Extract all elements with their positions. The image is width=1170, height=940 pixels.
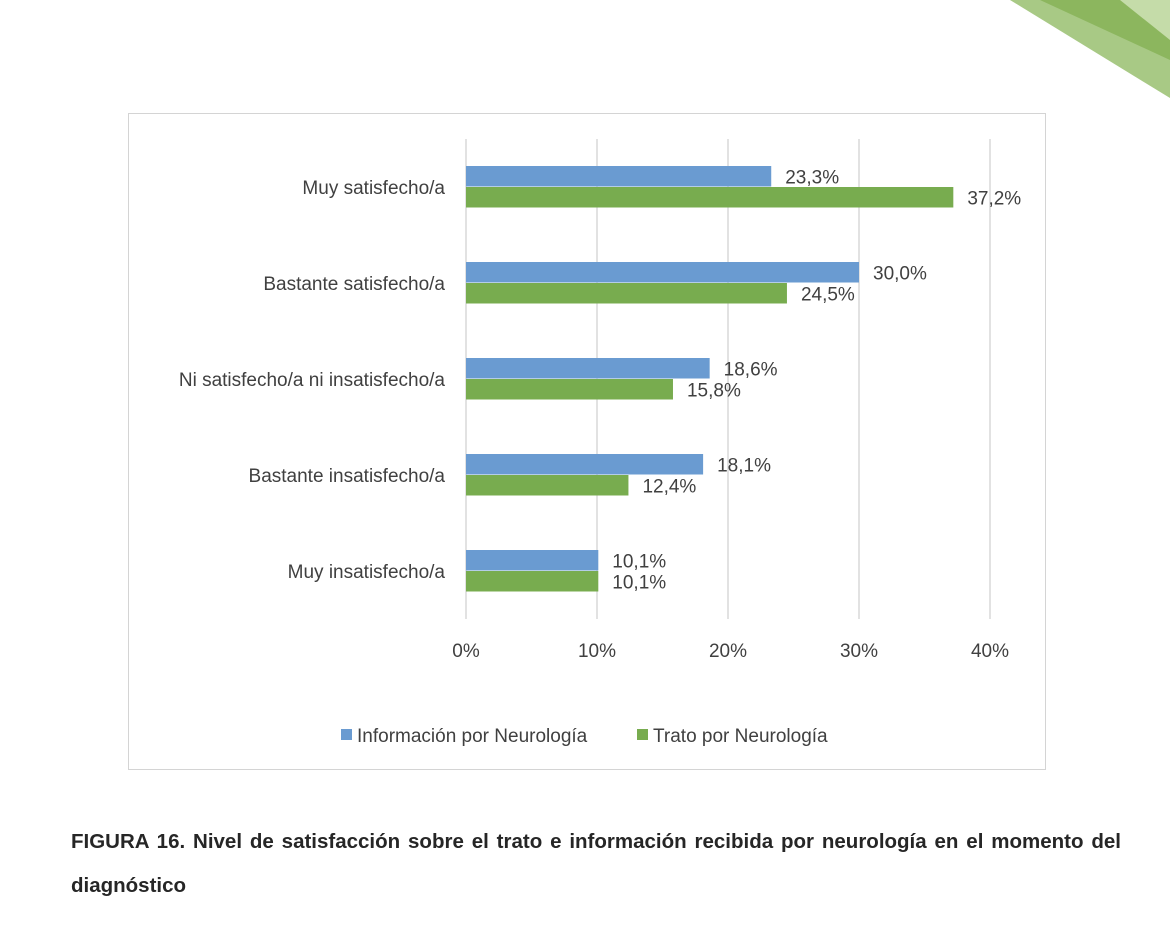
bar	[466, 187, 954, 208]
bar	[466, 283, 787, 304]
bars	[466, 166, 954, 592]
legend-label: Información por Neurología	[357, 726, 588, 747]
bar	[466, 166, 772, 187]
bar-chart: Muy satisfecho/a Bastante satisfecho/a Ni …	[179, 139, 1021, 747]
data-label: 37,2%	[967, 189, 1021, 210]
bar	[466, 262, 859, 283]
legend-label: Trato por Neurología	[653, 726, 828, 747]
data-label: 10,1%	[612, 573, 666, 594]
x-tick-label: 40%	[971, 641, 1009, 662]
bar	[466, 454, 704, 475]
data-label: 23,3%	[785, 168, 839, 189]
bar	[466, 571, 599, 592]
data-label: 30,0%	[873, 264, 927, 285]
category-labels: Muy satisfecho/a Bastante satisfecho/a Ni …	[179, 178, 446, 583]
data-labels: 23,3% 37,2% 30,0% 24,5% 18,6%15,8% 18,1% 12,4%…	[612, 168, 1021, 594]
bar	[466, 475, 629, 496]
x-tick-labels: 0% 10% 20% 30% 40%	[452, 641, 1009, 662]
decor-shape-dark	[1040, 0, 1170, 60]
bar	[466, 379, 673, 400]
corner-decoration	[1010, 0, 1170, 98]
decor-shape-pale	[1120, 0, 1170, 40]
category-label: Muy insatisfecho/a	[288, 562, 446, 583]
x-tick-label: 20%	[709, 641, 747, 662]
figure-caption: FIGURA 16. Nivel de satisfacción sobre e…	[71, 830, 1121, 897]
legend-swatch	[637, 729, 648, 740]
data-label: 18,1%	[717, 456, 771, 477]
bar	[466, 358, 710, 379]
category-label: Muy satisfecho/a	[302, 178, 445, 199]
data-label: 18,6%	[724, 360, 778, 381]
category-label: Bastante insatisfecho/a	[249, 466, 446, 487]
x-tick-label: 0%	[452, 641, 480, 662]
category-label: Ni satisfecho/a ni insatisfecho/a	[179, 370, 446, 391]
bar	[466, 550, 599, 571]
data-label: 24,5%	[801, 285, 855, 306]
legend-swatch	[341, 729, 352, 740]
data-label: 12,4%	[642, 477, 696, 498]
x-tick-label: 10%	[578, 641, 616, 662]
category-label: Bastante satisfecho/a	[263, 274, 445, 295]
data-label: 15,8%	[687, 381, 741, 402]
data-label: 10,1%	[612, 552, 666, 573]
chart-frame: Muy satisfecho/a Bastante satisfecho/a Ni …	[128, 113, 1046, 770]
legend: Información por Neurología Trato por Neur…	[341, 726, 828, 747]
x-tick-label: 30%	[840, 641, 878, 662]
